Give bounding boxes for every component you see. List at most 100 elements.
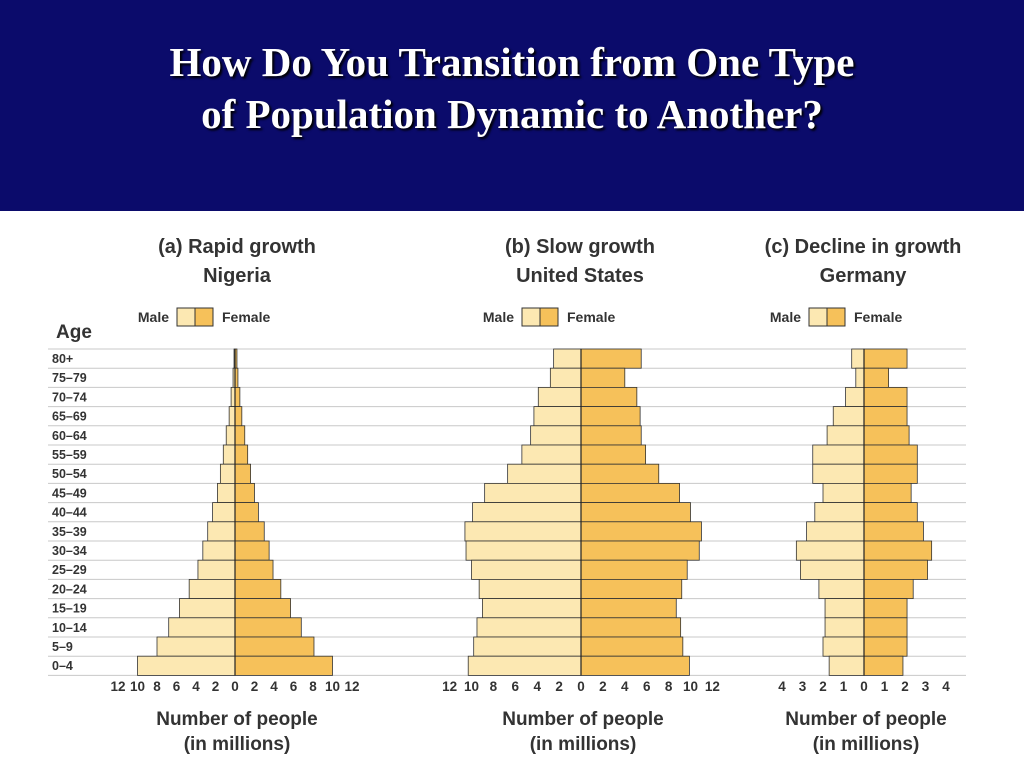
bar-male: [806, 521, 865, 542]
x-tick-label: 2: [901, 679, 909, 694]
age-group-label: 55–59: [52, 448, 87, 462]
bar-male: [818, 578, 865, 599]
bar-female: [580, 521, 702, 542]
pyramid-panel: (b) Slow growth United States Male Female 12…: [442, 236, 720, 755]
x-axis-label-line-2: (in millions): [184, 734, 291, 755]
bar-female: [580, 482, 680, 503]
bar-male: [188, 578, 236, 599]
population-pyramids-chart: Age 80+ 75–79 70–74 65–69 60–64 55–59 50–54 45–4…: [48, 236, 966, 755]
x-tick-label: 4: [621, 679, 629, 694]
bar-female: [863, 386, 908, 407]
bar-female: [580, 444, 647, 465]
bar-male: [478, 578, 582, 599]
age-group-label: 80+: [52, 352, 73, 366]
bar-female: [580, 386, 638, 407]
bar-female: [863, 502, 918, 523]
legend-male-label: Male: [770, 309, 801, 325]
bar-male: [521, 444, 582, 465]
panel-title: (a) Rapid growth: [158, 236, 316, 258]
bar-female: [863, 636, 908, 657]
x-axis-label-line-1: Number of people: [156, 709, 318, 730]
x-tick-label: 4: [942, 679, 950, 694]
bar-male: [812, 463, 865, 484]
age-group-label: 40–44: [52, 506, 87, 520]
age-group-label: 20–24: [52, 582, 87, 596]
panel-subtitle: Nigeria: [203, 265, 272, 287]
x-tick-label: 8: [490, 679, 498, 694]
bar-female: [863, 444, 918, 465]
bar-male: [507, 463, 582, 484]
bar-male: [484, 482, 582, 503]
x-tick-label: 10: [325, 679, 340, 694]
bar-female: [234, 502, 259, 523]
bar-female: [580, 540, 700, 561]
age-group-label: 15–19: [52, 602, 87, 616]
x-tick-label: 10: [683, 679, 698, 694]
bar-female: [863, 559, 928, 580]
bar-female: [863, 655, 904, 676]
bar-male: [212, 502, 236, 523]
age-group-label: 0–4: [52, 659, 73, 673]
bar-male: [137, 655, 236, 676]
panel-subtitle: Germany: [820, 265, 908, 287]
bar-female: [580, 463, 660, 484]
age-group-label: 70–74: [52, 390, 87, 404]
bar-male: [855, 367, 865, 388]
x-axis-label-line-1: Number of people: [785, 709, 947, 730]
legend-male-label: Male: [483, 309, 514, 325]
bar-female: [863, 521, 924, 542]
age-axis: Age 80+ 75–79 70–74 65–69 60–64 55–59 50–54 45–4…: [52, 322, 92, 673]
bar-male: [549, 367, 582, 388]
x-tick-label: 2: [251, 679, 259, 694]
bar-male: [197, 559, 236, 580]
x-tick-label: 0: [577, 679, 585, 694]
bar-male: [533, 406, 582, 427]
age-group-label: 5–9: [52, 640, 73, 654]
bar-male: [800, 559, 865, 580]
bar-female: [863, 598, 908, 619]
x-tick-label: 8: [665, 679, 673, 694]
legend-female-label: Female: [567, 309, 615, 325]
age-group-label: 35–39: [52, 525, 87, 539]
x-tick-label: 8: [309, 679, 317, 694]
bar-female: [580, 598, 677, 619]
bar-female: [580, 425, 642, 446]
bar-female: [580, 617, 682, 638]
bar-female: [863, 406, 908, 427]
bar-male: [828, 655, 865, 676]
slide-title-line-2: of Population Dynamic to Another?: [201, 91, 823, 137]
bar-female: [234, 482, 255, 503]
bar-male: [467, 655, 582, 676]
legend-male-swatch: [176, 307, 196, 327]
bar-male: [156, 636, 236, 657]
x-tick-label: 1: [840, 679, 848, 694]
bar-female: [580, 502, 691, 523]
legend-female-swatch: [539, 307, 559, 327]
x-tick-label: 0: [860, 679, 868, 694]
bar-male: [202, 540, 236, 561]
x-tick-label: 12: [705, 679, 720, 694]
bar-female: [234, 617, 302, 638]
x-tick-label: 10: [130, 679, 145, 694]
bar-female: [234, 598, 291, 619]
bar-female: [580, 367, 626, 388]
bar-male: [553, 348, 582, 369]
x-tick-label: 6: [512, 679, 520, 694]
bar-female: [234, 540, 270, 561]
bar-male: [812, 444, 865, 465]
bar-female: [580, 406, 641, 427]
age-group-label: 30–34: [52, 544, 87, 558]
bar-female: [863, 463, 918, 484]
age-group-label: 65–69: [52, 410, 87, 424]
bar-male: [845, 386, 865, 407]
legend-female-swatch: [194, 307, 214, 327]
legend-male-label: Male: [138, 309, 169, 325]
bar-male: [832, 406, 865, 427]
legend-female-swatch: [826, 307, 846, 327]
bar-female: [863, 367, 890, 388]
x-tick-label: 4: [270, 679, 278, 694]
x-tick-label: 0: [231, 679, 239, 694]
